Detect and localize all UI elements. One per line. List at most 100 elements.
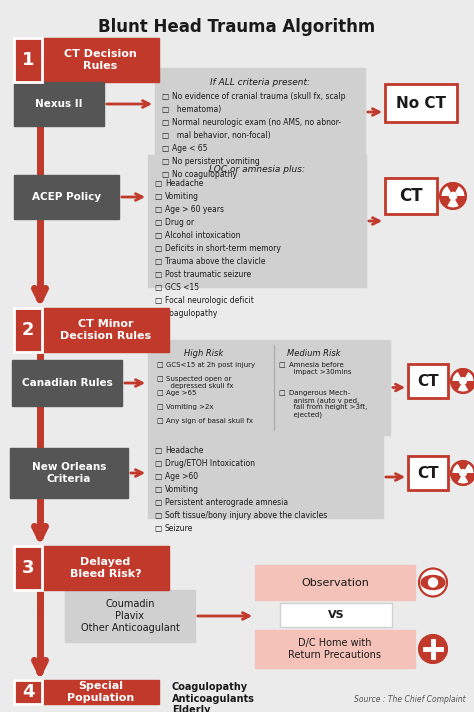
Text: □: □ [154,270,161,279]
Circle shape [420,570,446,595]
Bar [14,680,159,704]
Wedge shape [442,186,451,196]
Text: □: □ [156,418,163,424]
Text: 2: 2 [22,321,34,339]
Text: Vomiting: Vomiting [165,485,199,494]
Text: □: □ [154,244,161,253]
Text: Observation: Observation [301,577,369,587]
Text: 1: 1 [22,51,34,69]
Text: GCS <15: GCS <15 [165,283,199,292]
Text: □: □ [161,170,168,179]
Text: Age > 60 years: Age > 60 years [165,205,224,214]
Text: Drug/ETOH Intoxication: Drug/ETOH Intoxication [165,459,255,468]
Text: Alcohol intoxication: Alcohol intoxication [165,231,240,240]
Text: ACEP Policy: ACEP Policy [32,192,101,202]
Text: Headache: Headache [165,446,203,455]
Text: No coagulopathy: No coagulopathy [172,170,237,179]
Bar [14,308,42,352]
Bar [148,155,366,287]
Text: □: □ [161,105,168,114]
Circle shape [460,470,466,476]
Text: Nexus II: Nexus II [35,99,83,109]
Wedge shape [453,372,461,381]
Text: □: □ [156,390,163,396]
Circle shape [451,369,474,393]
Text: Drug or: Drug or [165,218,194,227]
Circle shape [449,192,456,199]
Bar [385,84,457,122]
Wedge shape [458,384,468,392]
Bar [14,82,104,126]
Wedge shape [465,464,474,473]
Text: Coagulopathy
Anticoagulants
Elderly
Pediatrics: Coagulopathy Anticoagulants Elderly Pedi… [172,682,255,712]
Text: Delayed
Bleed Risk?: Delayed Bleed Risk? [70,557,141,579]
Text: □: □ [154,296,161,305]
Text: □: □ [161,131,168,140]
Text: hematoma): hematoma) [172,105,221,114]
Text: Seizure: Seizure [165,524,193,533]
Bar [14,546,42,590]
Text: Age >65: Age >65 [166,390,196,396]
Text: □: □ [161,118,168,127]
Circle shape [419,568,447,597]
Text: □: □ [154,485,161,494]
Bar [14,546,169,590]
Bar [408,456,448,490]
Text: Source : The Chief Complaint: Source : The Chief Complaint [355,695,466,704]
Text: □: □ [154,205,161,214]
Bar [148,436,383,518]
Text: Vomiting >2x: Vomiting >2x [166,404,213,410]
Wedge shape [453,464,461,473]
Text: LOC or amnesia plus:: LOC or amnesia plus: [209,165,305,174]
Text: □: □ [154,218,161,227]
Wedge shape [447,199,459,207]
Text: □: □ [154,498,161,507]
Text: □: □ [154,309,161,318]
Text: mal behavior, non-focal): mal behavior, non-focal) [172,131,271,140]
Text: Amnesia before
  impact >30mins: Amnesia before impact >30mins [289,362,351,375]
Bar [155,68,365,156]
Text: CT Decision
Rules: CT Decision Rules [64,49,137,70]
Text: CT: CT [417,466,439,481]
Text: High Risk: High Risk [184,349,224,358]
Circle shape [460,377,466,384]
Bar [14,175,119,219]
Text: Deficits in short-term memory: Deficits in short-term memory [165,244,281,253]
Text: Soft tissue/bony injury above the clavicles: Soft tissue/bony injury above the clavic… [165,511,327,520]
Text: Any sign of basal skull fx: Any sign of basal skull fx [166,418,253,424]
Text: Vomiting: Vomiting [165,192,199,201]
Bar [14,38,42,82]
Text: Special
Population: Special Population [67,681,134,703]
Text: □: □ [154,446,161,455]
Text: D/C Home with
Return Precautions: D/C Home with Return Precautions [289,638,382,660]
Text: VS: VS [328,610,344,620]
Text: Medium Risk: Medium Risk [287,349,341,358]
Text: □: □ [154,179,161,188]
Text: 3: 3 [22,559,34,577]
Text: GCS<15 at 2h post injury: GCS<15 at 2h post injury [166,362,255,368]
Text: Post traumatic seizure: Post traumatic seizure [165,270,251,279]
Text: Normal neurologic exam (no AMS, no abnor-: Normal neurologic exam (no AMS, no abnor… [172,118,341,127]
Text: □: □ [156,362,163,368]
Text: □: □ [161,144,168,153]
Text: Coagulopathy: Coagulopathy [165,309,219,318]
Bar [14,38,159,82]
Wedge shape [458,476,468,483]
Bar [14,680,42,704]
Bar [255,565,415,600]
Bar [65,590,195,642]
Bar [14,308,169,352]
Text: Suspected open or
  depressed skull fx: Suspected open or depressed skull fx [166,376,234,389]
Text: Canadian Rules: Canadian Rules [22,378,112,388]
Text: □: □ [154,192,161,201]
Text: If ALL criteria present:: If ALL criteria present: [210,78,310,87]
Ellipse shape [421,575,445,590]
Bar [255,630,415,668]
Text: CT Minor
Decision Rules: CT Minor Decision Rules [60,319,151,341]
Bar [12,360,122,406]
Wedge shape [465,372,474,381]
Text: Age < 65: Age < 65 [172,144,208,153]
Text: Dangerous Mech-
  anism (auto v ped,
  fall from height >3ft,
  ejected): Dangerous Mech- anism (auto v ped, fall … [289,390,367,418]
Text: CT: CT [399,187,423,205]
Text: □: □ [279,390,285,396]
